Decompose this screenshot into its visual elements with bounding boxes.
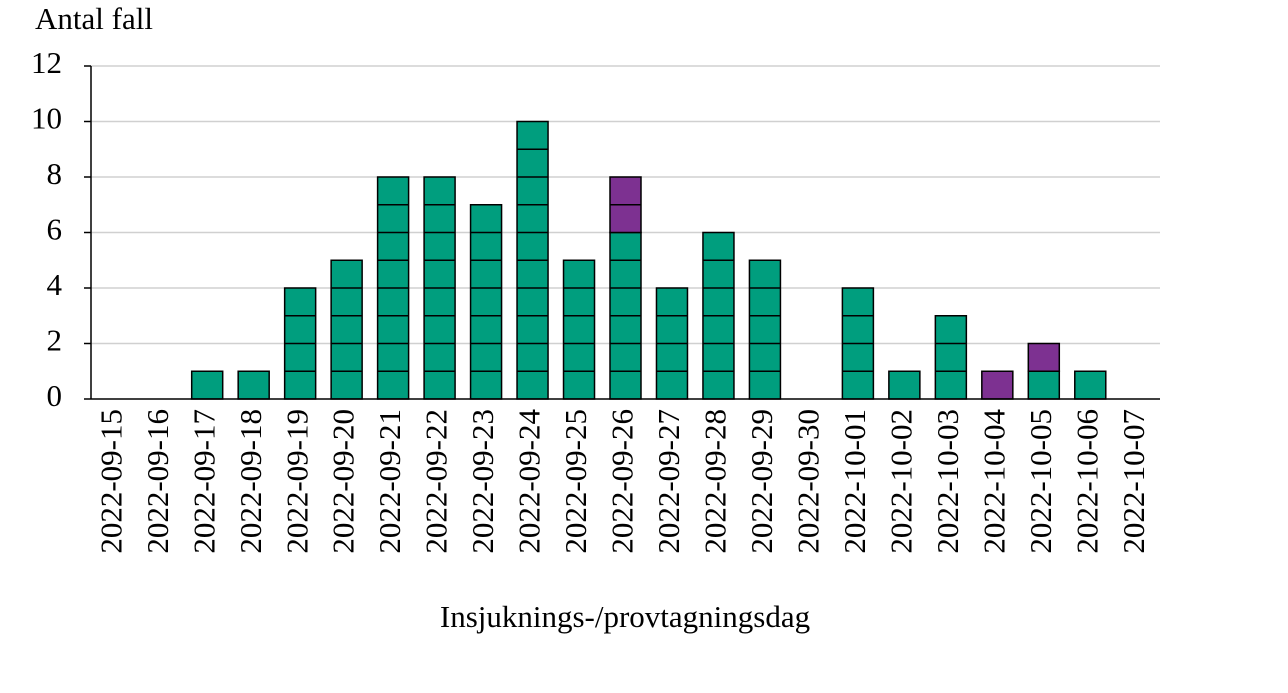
y-tick-label: 0 bbox=[47, 378, 63, 413]
x-tick-label: 2022-09-25 bbox=[558, 409, 593, 554]
bar-segment bbox=[934, 315, 968, 400]
x-tick-label: 2022-09-29 bbox=[744, 409, 779, 554]
y-tick-label: 4 bbox=[47, 267, 63, 302]
x-tick-label: 2022-10-01 bbox=[837, 409, 872, 554]
y-tick-label: 6 bbox=[47, 212, 63, 247]
x-tick-label: 2022-09-19 bbox=[279, 409, 314, 554]
x-tick-label: 2022-09-17 bbox=[186, 409, 221, 554]
x-tick-label: 2022-10-06 bbox=[1069, 409, 1104, 554]
bar-segment bbox=[237, 370, 270, 400]
x-tick-label: 2022-10-07 bbox=[1116, 409, 1151, 554]
bar-segment bbox=[748, 259, 782, 400]
y-tick-label: 8 bbox=[47, 156, 63, 191]
x-tick-label: 2022-09-22 bbox=[419, 409, 454, 554]
y-axis-label: Antal fall bbox=[35, 1, 153, 36]
x-tick-label: 2022-09-24 bbox=[512, 409, 547, 554]
x-tick-label: 2022-09-27 bbox=[651, 409, 686, 554]
x-tick-label: 2022-09-23 bbox=[465, 409, 500, 554]
bar-segment bbox=[469, 204, 503, 400]
bar-segment bbox=[190, 370, 224, 400]
bar-segment bbox=[562, 259, 596, 400]
x-tick-label: 2022-10-02 bbox=[883, 409, 918, 554]
y-tick-label: 12 bbox=[31, 45, 62, 80]
x-tick-label: 2022-09-20 bbox=[326, 409, 361, 554]
bar-segment bbox=[1027, 370, 1061, 400]
x-tick-label: 2022-09-30 bbox=[791, 409, 826, 554]
x-tick-label: 2022-10-04 bbox=[976, 409, 1011, 554]
bar-segment bbox=[1074, 370, 1107, 400]
x-axis-label: Insjuknings-/provtagningsdag bbox=[440, 599, 810, 634]
y-tick-label: 10 bbox=[31, 101, 62, 136]
x-tick-label: 2022-09-28 bbox=[698, 409, 733, 554]
bar-segment bbox=[1027, 342, 1061, 372]
x-tick-label: 2022-10-03 bbox=[930, 409, 965, 554]
x-tick-label: 2022-09-21 bbox=[372, 409, 407, 554]
x-tick-label: 2022-09-15 bbox=[93, 409, 128, 554]
bar-segment bbox=[330, 259, 363, 400]
x-tick-label: 2022-09-18 bbox=[233, 409, 268, 554]
x-tick-label: 2022-09-16 bbox=[140, 409, 175, 554]
bar-segment bbox=[888, 370, 921, 400]
x-tick-label: 2022-10-05 bbox=[1023, 409, 1058, 554]
y-tick-label: 2 bbox=[47, 323, 63, 358]
bar-segment bbox=[981, 370, 1014, 400]
x-tick-label: 2022-09-26 bbox=[605, 409, 640, 554]
